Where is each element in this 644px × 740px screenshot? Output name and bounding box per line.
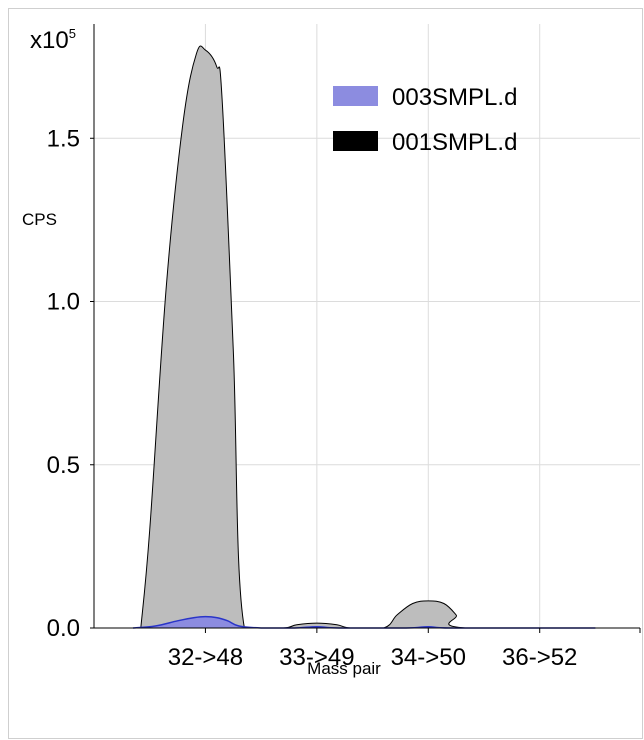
y-multiplier-label: x105 — [30, 26, 76, 54]
series-areas — [132, 45, 641, 629]
y-multiplier-base: x10 — [30, 27, 69, 54]
x-tick-label: 34->50 — [391, 644, 466, 671]
x-tick-label: 32->48 — [168, 644, 243, 671]
chart-frame — [8, 8, 643, 739]
y-multiplier-exponent: 5 — [69, 26, 76, 41]
x-tick-label: 36->52 — [502, 644, 577, 671]
y-tick-label: 0.5 — [47, 452, 80, 479]
x-axis-title: Mass pair — [307, 659, 381, 678]
y-axis-title: CPS — [22, 210, 57, 229]
legend-swatch-001SMPL — [333, 131, 378, 151]
legend-swatch-003SMPL — [333, 86, 378, 106]
series-area-003SMPLd — [133, 616, 596, 628]
y-tick-label: 1.0 — [47, 289, 80, 316]
y-tick-labels: 0.0 0.5 1.0 1.5 — [47, 125, 80, 642]
series-area-001SMPLd — [140, 45, 641, 629]
y-tick-label: 1.5 — [47, 125, 80, 152]
axes — [90, 24, 641, 633]
legend-label-001SMPL: 001SMPL.d — [392, 129, 517, 156]
x-tick-labels: 32->48 33->49 34->50 36->52 — [168, 644, 578, 671]
x-tick-label: 33->49 — [279, 644, 354, 671]
legend-label-003SMPL: 003SMPL.d — [392, 84, 517, 111]
y-tick-label: 0.0 — [47, 615, 80, 642]
legend: 003SMPL.d 001SMPL.d — [333, 84, 517, 156]
